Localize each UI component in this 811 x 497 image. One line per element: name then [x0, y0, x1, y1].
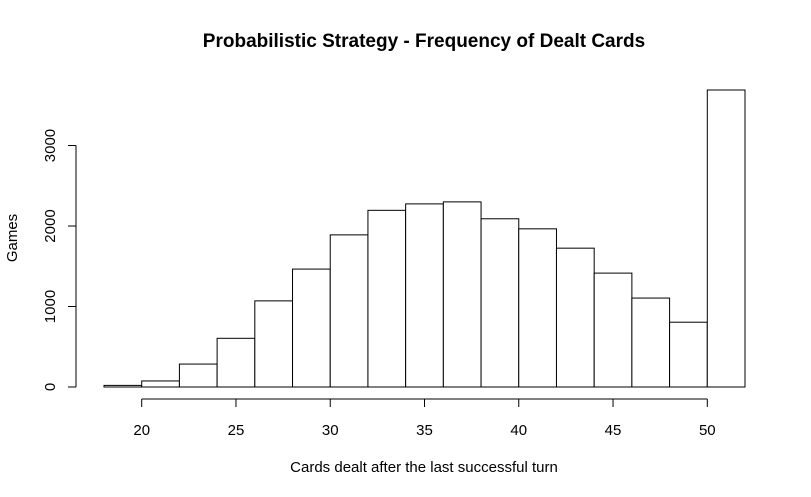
y-tick-label-2000: 2000 — [42, 209, 59, 242]
chart-title: Probabilistic Strategy - Frequency of De… — [203, 31, 645, 52]
y-axis-label: Games — [4, 214, 21, 262]
histogram-bar-16 — [706, 89, 746, 388]
histogram-bar-5 — [292, 268, 331, 388]
histogram-bar-15 — [669, 321, 708, 388]
x-axis-label: Cards dealt after the last successful tu… — [290, 459, 558, 476]
x-axis: 20 25 30 35 40 45 50 — [133, 398, 716, 439]
x-tick-label-40: 40 — [510, 422, 527, 439]
y-axis: 0 1000 2000 3000 — [42, 129, 77, 391]
x-tick-label-30: 30 — [322, 422, 339, 439]
y-tick-label-3000: 3000 — [42, 129, 59, 162]
histogram-bar-2 — [178, 363, 218, 388]
histogram-bar-4 — [254, 300, 294, 388]
x-tick-label-20: 20 — [133, 422, 150, 439]
x-tick-label-25: 25 — [228, 422, 245, 439]
histogram-bar-1 — [141, 380, 180, 388]
histogram-bar-14 — [631, 297, 671, 388]
histogram-bar-3 — [216, 337, 256, 388]
y-tick-label-1000: 1000 — [42, 290, 59, 323]
histogram-bar-9 — [442, 201, 482, 388]
x-tick-label-45: 45 — [605, 422, 622, 439]
histogram-bar-11 — [518, 228, 557, 388]
histogram-bar-7 — [367, 209, 407, 388]
histogram-bar-13 — [593, 272, 633, 388]
histogram-bar-6 — [329, 234, 369, 388]
histogram-bars — [103, 89, 746, 388]
histogram-bar-12 — [555, 247, 595, 388]
x-tick-label-35: 35 — [416, 422, 433, 439]
histogram-bar-10 — [480, 218, 520, 388]
histogram-bar-8 — [405, 203, 444, 388]
x-tick-label-50: 50 — [699, 422, 716, 439]
y-tick-label-0: 0 — [42, 383, 59, 391]
histogram-bar-0 — [103, 384, 143, 388]
